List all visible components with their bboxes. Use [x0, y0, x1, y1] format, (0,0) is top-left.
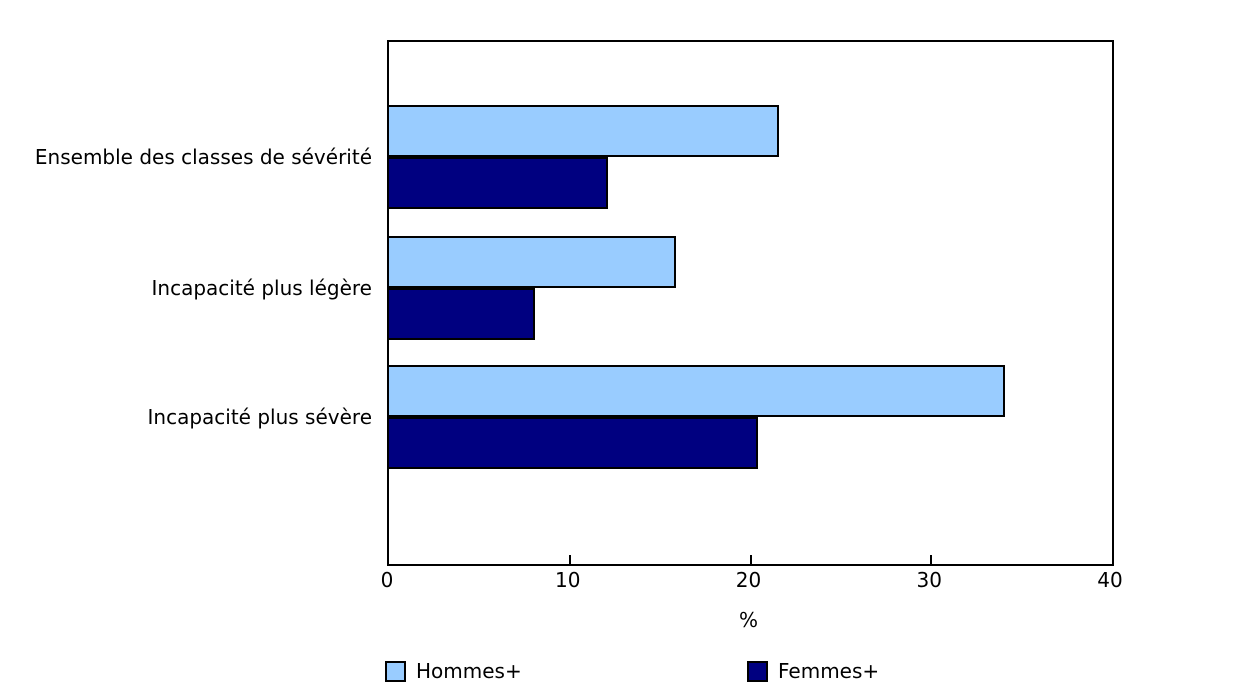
legend-item-hommes: Hommes+	[385, 658, 522, 684]
x-tick-label-40: 40	[1097, 568, 1123, 592]
legend-swatch-icon	[747, 660, 768, 682]
category-label-row3: Incapacité plus sévère	[147, 405, 373, 429]
bar-femmes-row1	[387, 157, 608, 209]
x-axis-title: %	[738, 608, 758, 632]
category-label-row2: Incapacité plus légère	[151, 276, 373, 300]
x-tick-label-0: 0	[380, 568, 394, 592]
legend-label: Hommes+	[416, 659, 522, 683]
bar-hommes-row3	[387, 365, 1006, 417]
legend-swatch-icon	[385, 660, 406, 682]
bar-femmes-row2	[387, 288, 536, 340]
x-tick-label-30: 30	[916, 568, 942, 592]
x-axis-tick	[568, 555, 571, 564]
bar-hommes-row1	[387, 105, 780, 157]
legend-label: Femmes+	[778, 659, 880, 683]
x-axis-tick	[749, 555, 752, 564]
category-label-row1: Ensemble des classes de sévérité	[34, 145, 372, 169]
x-tick-label-10: 10	[555, 568, 581, 592]
plot-area	[387, 40, 1114, 566]
bar-hommes-row2	[387, 236, 677, 288]
bar-femmes-row3	[387, 417, 758, 469]
x-axis-tick	[930, 555, 933, 564]
legend-item-femmes: Femmes+	[747, 658, 879, 684]
x-tick-label-20: 20	[735, 568, 762, 592]
